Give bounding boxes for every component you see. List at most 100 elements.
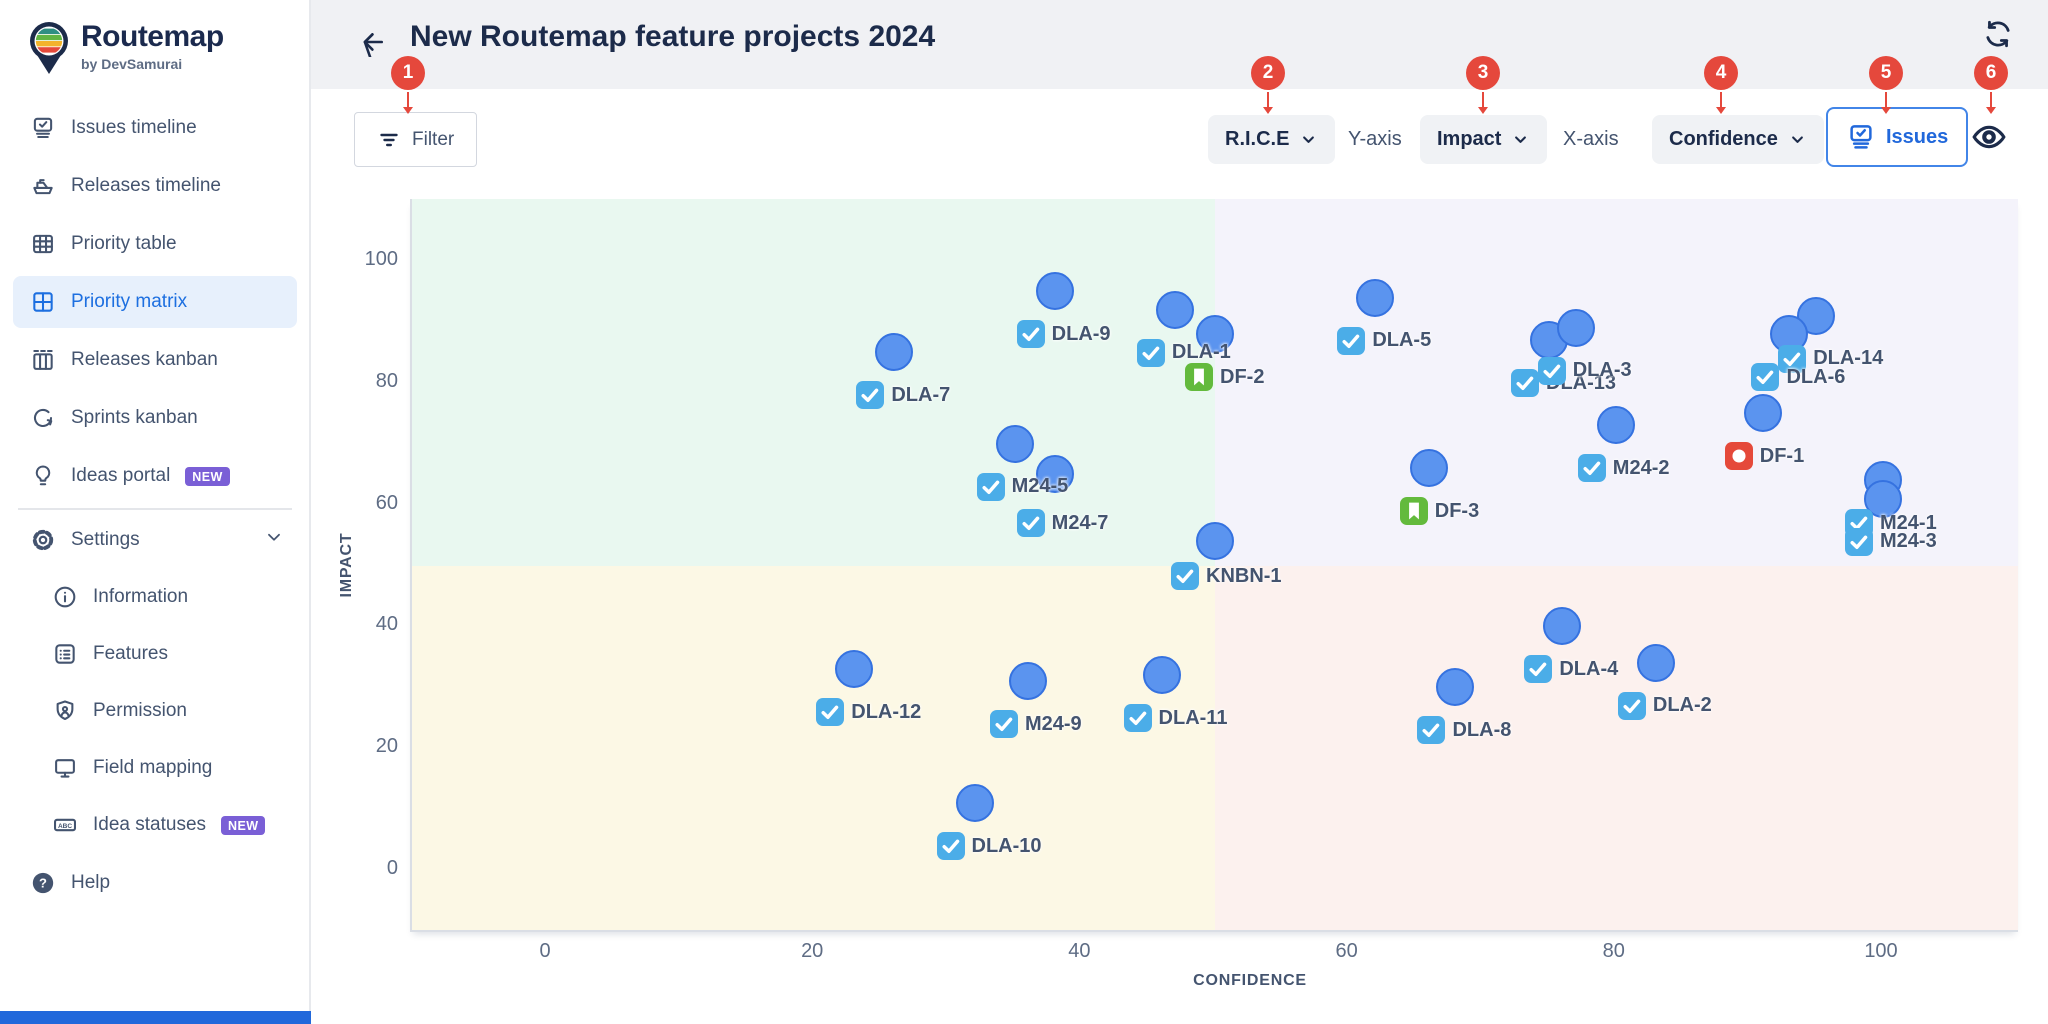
visibility-button[interactable] (1964, 112, 2014, 162)
x-axis-label: X-axis (1563, 128, 1619, 150)
issue-key: KNBN-1 (1206, 564, 1282, 587)
refresh-button[interactable] (1976, 12, 2020, 56)
issues-button[interactable]: Issues (1826, 107, 1969, 167)
point-label-M24-7[interactable]: M24-7 (1016, 509, 1108, 538)
data-point-M24-5[interactable] (995, 424, 1034, 463)
sidebar-item-settings[interactable]: Settings (0, 511, 311, 569)
issue-key: M24-5 (1011, 475, 1069, 498)
feature-list-icon (55, 644, 75, 664)
data-point-DLA-9[interactable] (1035, 272, 1074, 311)
point-label-M24-9[interactable]: M24-9 (989, 710, 1082, 739)
data-point-DLA-1[interactable] (1155, 290, 1194, 329)
point-label-DLA-12[interactable]: DLA-12 (816, 698, 921, 727)
table-grid-icon (33, 234, 53, 254)
x-tick: 20 (801, 940, 824, 962)
point-label-DLA-11[interactable]: DLA-11 (1123, 704, 1228, 733)
data-point-DLA-11[interactable] (1142, 656, 1181, 695)
data-point-DLA-8[interactable] (1436, 668, 1475, 707)
point-label-DF-1[interactable]: DF-1 (1724, 442, 1804, 471)
issue-key: DF-2 (1220, 365, 1265, 388)
sidebar-item-releases-kanban[interactable]: Releases kanban (0, 331, 311, 389)
x-axis-dropdown[interactable]: Confidence (1652, 115, 1824, 164)
point-label-M24-5[interactable]: M24-5 (976, 472, 1069, 501)
y-tick: 100 (364, 248, 398, 270)
point-label-DLA-6[interactable]: DLA-6 (1751, 363, 1846, 392)
sidebar-item-field-mapping[interactable]: Field mapping (0, 739, 311, 797)
eye-icon (1972, 125, 2006, 149)
point-label-DLA-5[interactable]: DLA-5 (1337, 326, 1431, 355)
matrix-grid-icon (33, 292, 53, 312)
sidebar-item-sprints-kanban[interactable]: Sprints kanban (0, 389, 311, 447)
data-point-DF-3[interactable] (1409, 449, 1448, 488)
sidebar-item-releases-timeline[interactable]: Releases timeline (0, 157, 311, 215)
point-label-DF-2[interactable]: DF-2 (1185, 363, 1265, 392)
annotation-arrow-head (403, 107, 413, 114)
annotation-badge-1: 1 (391, 56, 425, 114)
issue-key: DLA-6 (1786, 365, 1846, 388)
story-type-icon (1399, 497, 1428, 526)
new-badge: NEW (185, 466, 230, 486)
y-tick: 60 (375, 491, 398, 514)
back-button[interactable] (353, 22, 393, 62)
sidebar-item-ideas-portal[interactable]: Ideas portal NEW (0, 447, 311, 505)
point-label-DLA-3[interactable]: DLA-3 (1537, 356, 1632, 385)
point-label-DLA-9[interactable]: DLA-9 (1016, 320, 1111, 349)
sidebar-item-issues-timeline[interactable]: Issues timeline (0, 99, 311, 157)
point-label-DF-3[interactable]: DF-3 (1399, 497, 1479, 526)
issue-key: DLA-11 (1158, 706, 1228, 729)
formula-dropdown[interactable]: R.I.C.E (1208, 115, 1336, 164)
annotation-badge-2: 2 (1251, 56, 1285, 114)
point-label-KNBN-1[interactable]: KNBN-1 (1171, 562, 1282, 591)
y-tick: 80 (375, 369, 398, 392)
point-label-DLA-8[interactable]: DLA-8 (1417, 716, 1511, 745)
data-point-DLA-4[interactable] (1543, 607, 1582, 646)
annotation-number: 4 (1704, 56, 1738, 90)
point-label-M24-3[interactable]: M24-3 (1845, 527, 1937, 556)
sidebar-item-help[interactable]: ? Help (0, 854, 311, 912)
sidebar-item-priority-matrix[interactable]: Priority matrix (13, 276, 297, 328)
data-point-DLA-3[interactable] (1556, 308, 1595, 347)
data-point-DLA-2[interactable] (1636, 643, 1675, 682)
point-label-DLA-1[interactable]: DLA-1 (1136, 338, 1231, 367)
point-label-DLA-10[interactable]: DLA-10 (936, 832, 1042, 860)
x-tick: 100 (1864, 940, 1898, 962)
data-point-DLA-5[interactable] (1356, 278, 1395, 317)
issue-key: DLA-7 (891, 383, 951, 406)
data-point-DLA-7[interactable] (875, 333, 914, 372)
sidebar-item-label: Priority table (71, 233, 177, 254)
issue-key: DLA-4 (1559, 657, 1619, 680)
annotation-arrow-line (1989, 92, 1993, 107)
sidebar-item-features[interactable]: Features (0, 625, 311, 683)
sidebar-item-idea-statuses[interactable]: ABC Idea statuses NEW (0, 796, 311, 854)
task-type-icon (1524, 655, 1553, 684)
point-label-DLA-2[interactable]: DLA-2 (1617, 691, 1712, 720)
abc-tag-icon: ABC (54, 818, 76, 832)
point-label-DLA-4[interactable]: DLA-4 (1524, 655, 1619, 684)
issues-label: Issues (1886, 125, 1949, 148)
point-label-M24-2[interactable]: M24-2 (1577, 454, 1670, 483)
sidebar-item-information[interactable]: Information (0, 568, 311, 626)
data-point-DF-1[interactable] (1743, 394, 1782, 433)
filter-button[interactable]: Filter (354, 112, 478, 167)
annotation-arrow-line (1481, 92, 1485, 107)
data-point-DLA-10[interactable] (955, 784, 994, 822)
y-axis-dropdown[interactable]: Impact (1420, 115, 1548, 164)
gear-icon (32, 529, 54, 551)
point-label-DLA-7[interactable]: DLA-7 (856, 381, 951, 410)
data-point-M24-9[interactable] (1008, 662, 1047, 701)
data-point-KNBN-1[interactable] (1196, 522, 1234, 561)
data-point-M24-7[interactable] (1035, 455, 1074, 494)
issues-timeline-icon (33, 117, 53, 139)
data-point-DF-2[interactable] (1196, 315, 1234, 354)
point-label-DLA-14[interactable]: DLA-14 (1778, 344, 1883, 373)
chevron-down-icon (1303, 136, 1315, 143)
sidebar-item-priority-table[interactable]: Priority table (0, 215, 311, 273)
data-point-M24-2[interactable] (1596, 406, 1635, 445)
sidebar-item-label: Releases kanban (71, 349, 218, 370)
sidebar-bottom-strip (0, 1011, 311, 1024)
quadrant-bottom-right (1215, 565, 2018, 930)
data-point-DLA-12[interactable] (835, 650, 874, 689)
sidebar-item-permission[interactable]: Permission (0, 682, 311, 740)
y-tick: 20 (375, 735, 398, 758)
app-logo: Routemap by DevSamurai (27, 20, 224, 81)
